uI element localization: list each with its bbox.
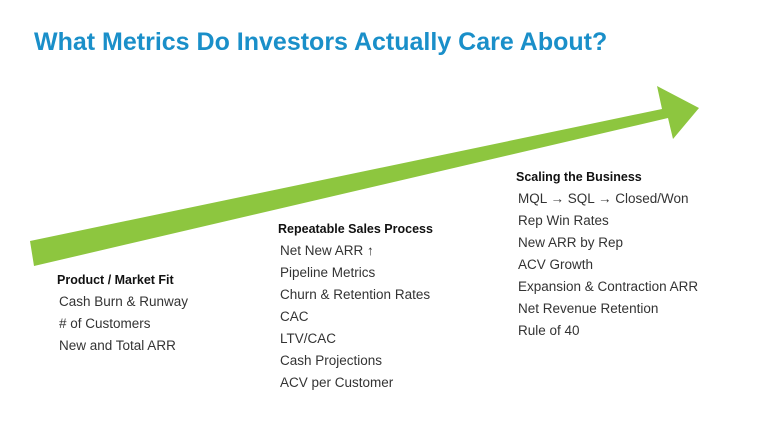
metric-item: Net Revenue Retention [518,301,659,316]
growth-arrow-shape [30,86,699,266]
stage-scaling-the-business: Scaling the Business MQL → SQL → Closed/… [516,170,698,342]
stage-metric-list: MQL → SQL → Closed/Won Rep Win Rates New… [516,188,698,342]
metric-item: New ARR by Rep [518,235,624,250]
metric-item: Rule of 40 [518,323,580,338]
metric-item: Net New ARR ↑ [280,243,374,258]
metric-item: Churn & Retention Rates [280,287,431,302]
stage-metric-list: Net New ARR ↑ Pipeline Metrics Churn & R… [278,240,433,394]
metric-item: ACV per Customer [280,375,394,390]
metric-item: New and Total ARR [59,338,176,353]
metric-item: MQL → SQL → Closed/Won [518,191,689,206]
stage-heading: Repeatable Sales Process [278,222,433,236]
stage-metric-list: Cash Burn & Runway # of Customers New an… [57,291,188,357]
metric-item: # of Customers [59,316,151,331]
metric-item: ACV Growth [518,257,594,272]
metric-item: CAC [280,309,309,324]
metric-item: Cash Projections [280,353,383,368]
metric-item: Pipeline Metrics [280,265,376,280]
stage-heading: Scaling the Business [516,170,642,184]
metric-item: Expansion & Contraction ARR [518,279,699,294]
metric-item: Rep Win Rates [518,213,609,228]
stage-heading: Product / Market Fit [57,273,174,287]
metric-item: LTV/CAC [280,331,337,346]
page-title: What Metrics Do Investors Actually Care … [34,28,608,56]
metric-item: Cash Burn & Runway [59,294,189,309]
stage-product-market-fit: Product / Market Fit Cash Burn & Runway … [57,273,188,357]
stage-repeatable-sales-process: Repeatable Sales Process Net New ARR ↑ P… [278,222,433,394]
